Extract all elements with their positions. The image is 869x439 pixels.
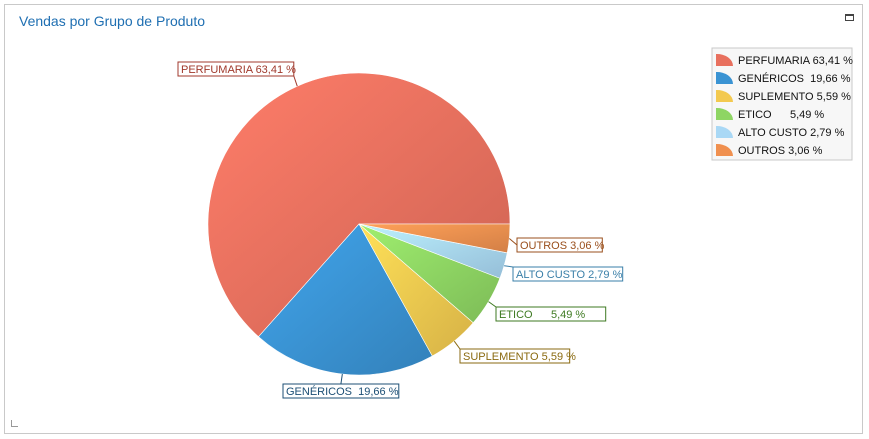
legend-marker	[716, 71, 733, 84]
legend-box	[711, 47, 853, 161]
pie-slice-perfumaria[interactable]	[207, 72, 511, 338]
slice-labels: PERFUMARIA 63,41 % GENÉRICOS 19,66 % SUPLE…	[177, 61, 624, 399]
legend-marker	[716, 89, 733, 102]
legend-marker	[716, 53, 733, 66]
leader-line	[508, 238, 518, 246]
leader-line	[293, 75, 298, 87]
data-label: ALTO CUSTO 2,79 %	[516, 269, 623, 281]
pie-slice-gen-ricos[interactable]	[258, 223, 433, 376]
data-label-box	[177, 61, 295, 77]
data-label: ETICO 5,49 %	[499, 309, 585, 321]
data-label-box	[459, 348, 571, 364]
legend-entry: PERFUMARIA 63,41 %	[738, 55, 853, 67]
leader-line	[453, 340, 461, 350]
legend-entry: ETICO 5,49 %	[738, 109, 824, 121]
data-label: SUPLEMENTO 5,59 %	[463, 351, 576, 363]
maximize-icon[interactable]	[845, 14, 854, 21]
leader-line	[504, 265, 514, 268]
legend-entry: GENÉRICOS 19,66 %	[738, 72, 851, 85]
data-label-box	[516, 237, 603, 253]
resize-corner-icon	[11, 420, 18, 427]
data-label: GENÉRICOS 19,66 %	[286, 385, 399, 398]
leader-lines	[293, 75, 518, 385]
data-label-box	[495, 306, 607, 322]
leader-line	[340, 374, 343, 385]
panel-title: Vendas por Grupo de Produto	[19, 13, 206, 29]
data-label: OUTROS 3,06 %	[520, 240, 605, 252]
legend-entry: SUPLEMENTO 5,59 %	[738, 91, 851, 103]
pie-slices	[207, 72, 511, 376]
data-label: PERFUMARIA 63,41 %	[181, 64, 296, 76]
legend-marker	[716, 107, 733, 120]
legend-marker	[716, 143, 733, 156]
leader-line	[488, 301, 497, 308]
data-label-box	[282, 383, 400, 399]
legend-marker	[716, 125, 733, 138]
legend-entry: OUTROS 3,06 %	[738, 145, 823, 157]
legend: PERFUMARIA 63,41 % GENÉRICOS 19,66 % SUPLE…	[711, 47, 853, 161]
data-label-box	[512, 266, 624, 282]
legend-entry: ALTO CUSTO 2,79 %	[738, 127, 845, 139]
